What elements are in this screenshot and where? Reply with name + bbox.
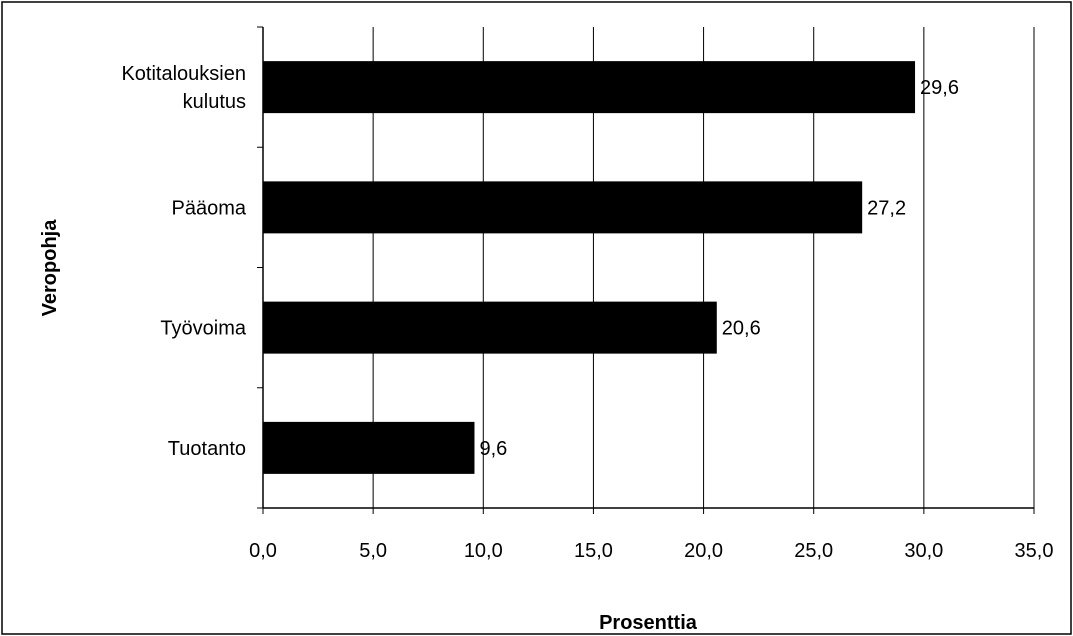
- category-label: Tuotanto: [168, 438, 246, 460]
- x-tick-label: 10,0: [464, 540, 503, 562]
- category-label: Kotitalouksien: [121, 63, 246, 85]
- x-tick-label: 5,0: [359, 540, 387, 562]
- axes: [257, 26, 1035, 514]
- x-tick-label: 25,0: [794, 540, 833, 562]
- category-label: Työvoima: [160, 318, 246, 340]
- data-label: 29,6: [920, 77, 959, 99]
- data-label: 27,2: [867, 197, 906, 219]
- x-tick-label: 20,0: [684, 540, 723, 562]
- bars: [263, 61, 916, 474]
- x-axis-title: Prosenttia: [599, 612, 698, 634]
- category-label: Pääoma: [172, 197, 247, 219]
- data-label: 9,6: [479, 438, 507, 460]
- x-tick-label: 35,0: [1015, 540, 1054, 562]
- x-tick-label: 15,0: [574, 540, 613, 562]
- labels: 29,6 Kotitalouksien kulutus 27,2 Pääoma 20,6 T…: [121, 63, 1053, 562]
- y-axis-title: Veropohja: [39, 219, 61, 317]
- bar: [263, 181, 863, 234]
- bar: [263, 61, 916, 114]
- x-tick-label: 0,0: [249, 540, 277, 562]
- bar: [263, 421, 475, 474]
- x-tick-label: 30,0: [904, 540, 943, 562]
- data-label: 20,6: [722, 318, 761, 340]
- bar: [263, 301, 717, 354]
- category-label: kulutus: [183, 91, 246, 113]
